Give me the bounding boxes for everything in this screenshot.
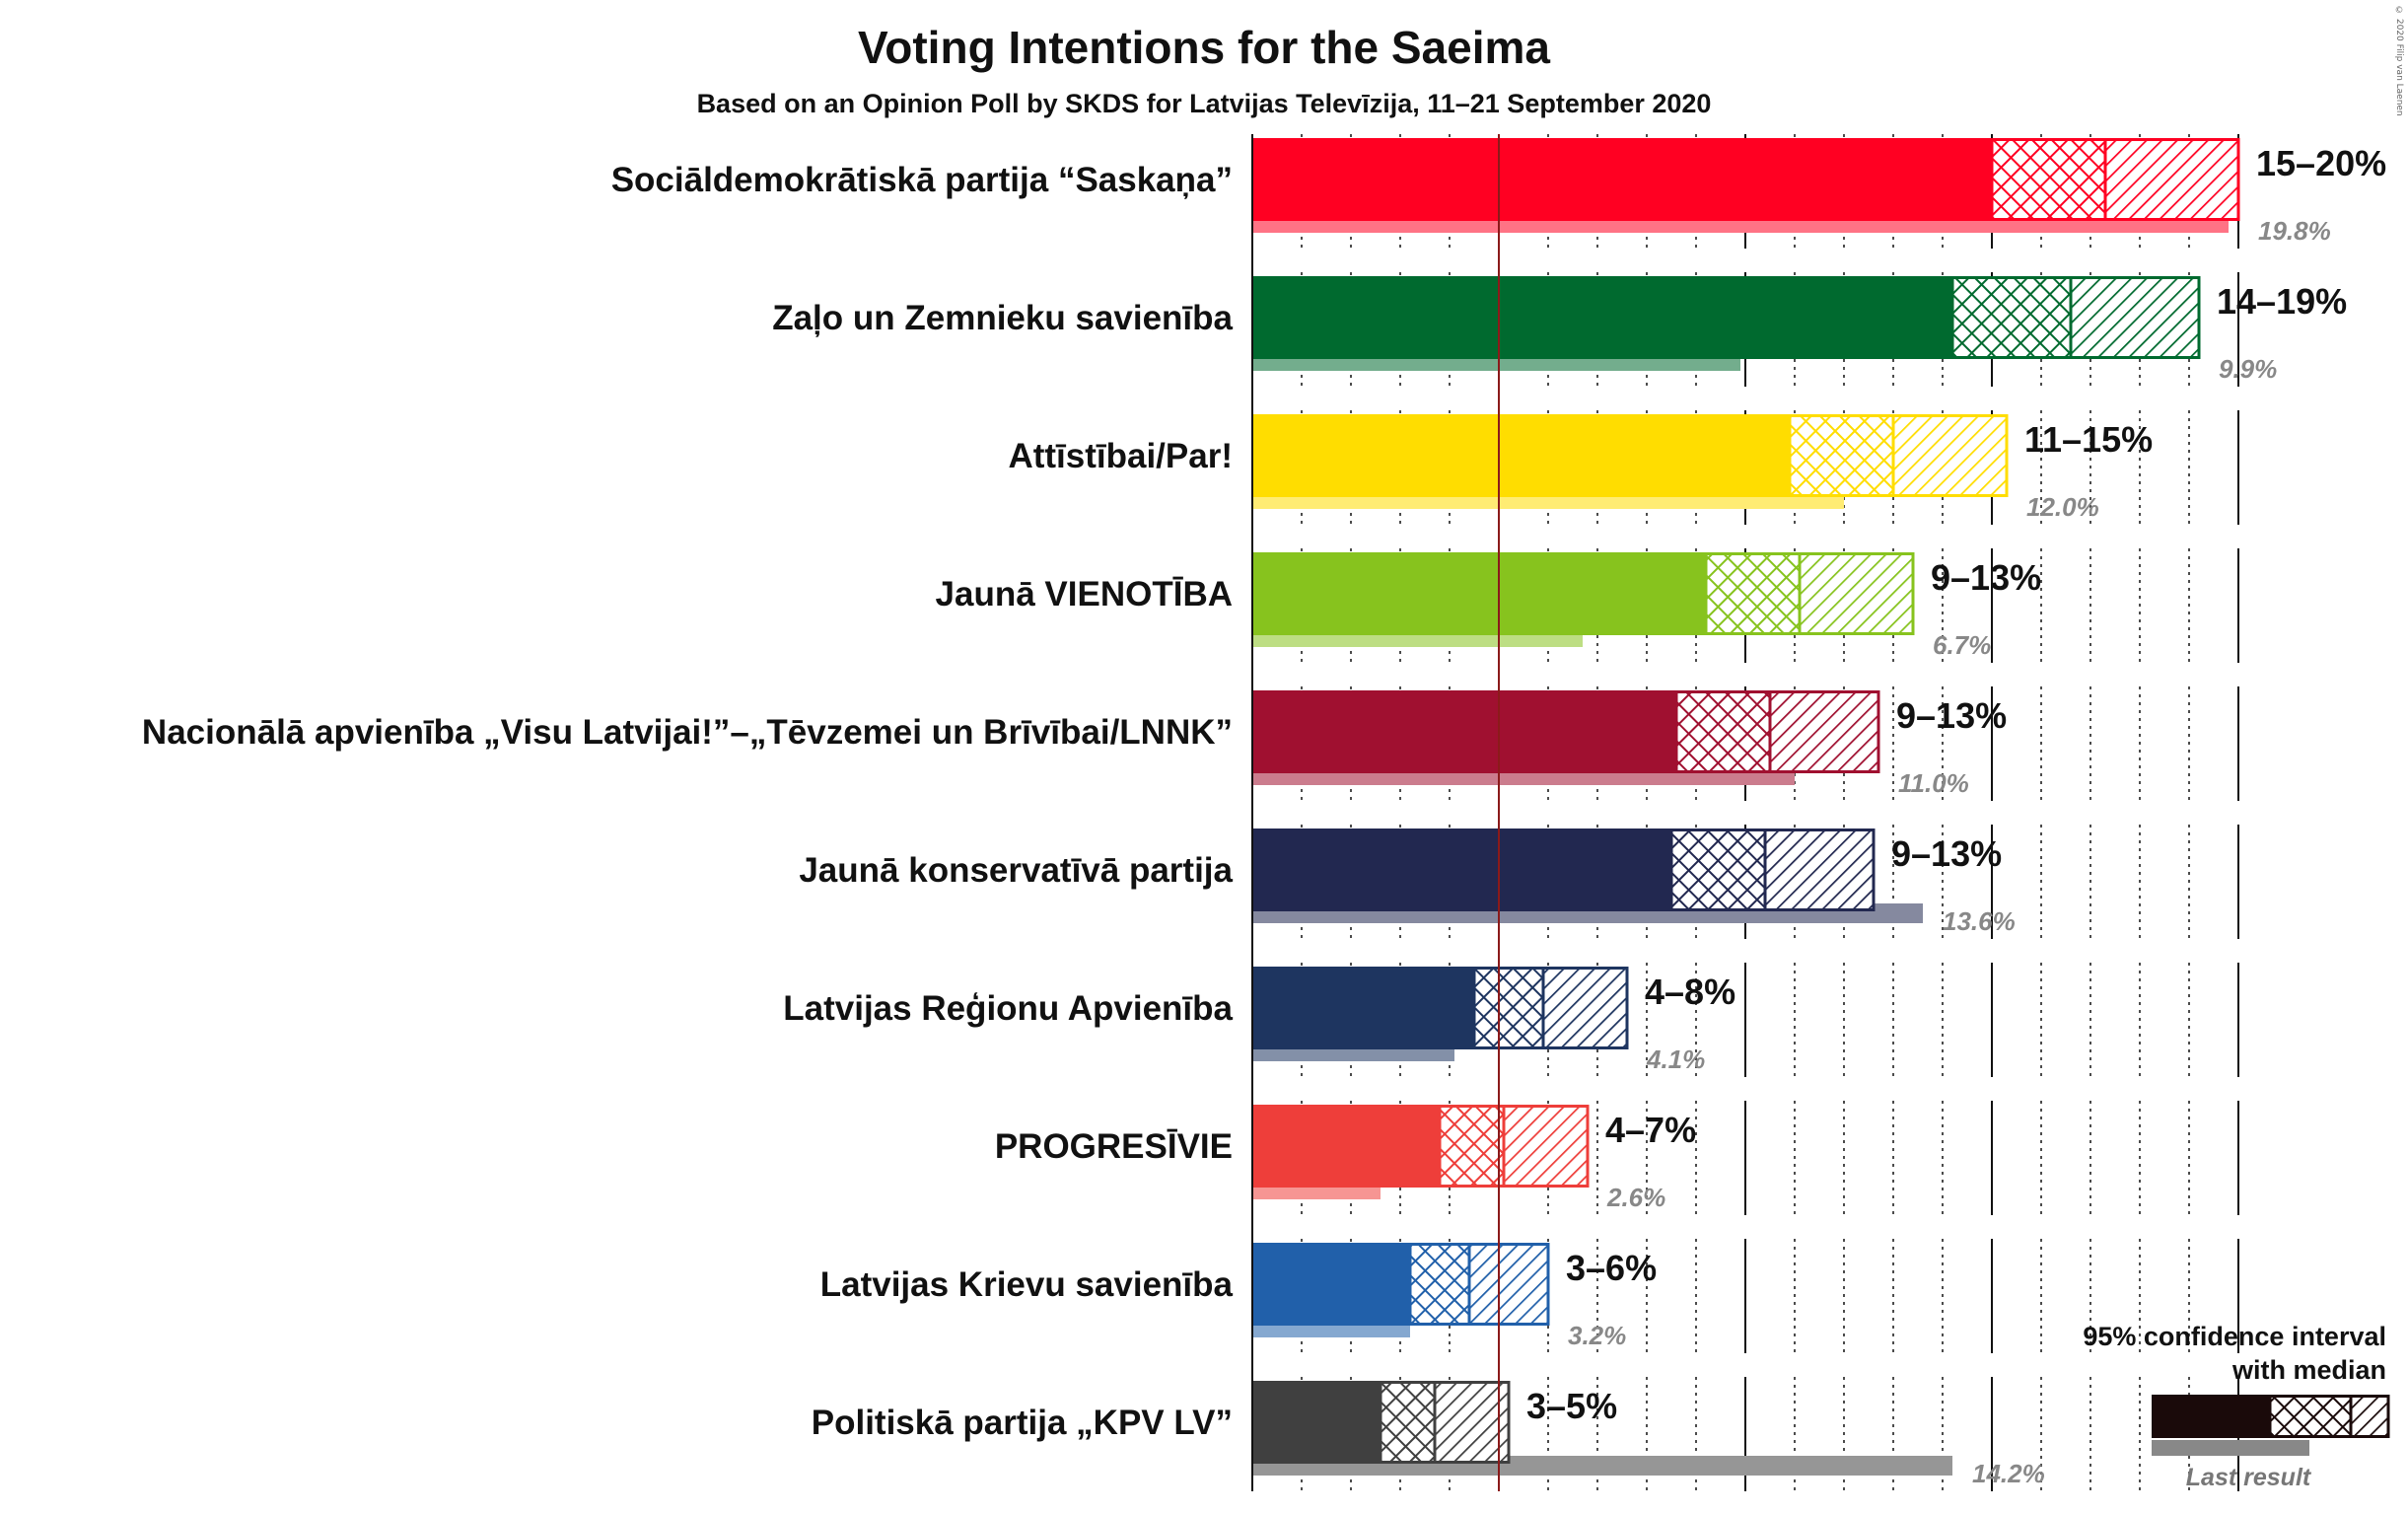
ci-outline	[1674, 690, 1880, 773]
ci-outline	[1788, 414, 2009, 497]
bar-ci-upper	[1765, 829, 1874, 911]
bar-solid	[1252, 829, 1671, 911]
range-label: 3–5%	[1526, 1386, 1617, 1426]
bar-ci-upper	[1770, 690, 1878, 773]
range-label: 9–13%	[1896, 695, 2007, 736]
bar-ci-lower	[1992, 138, 2105, 221]
legend-ci-lower	[2270, 1395, 2351, 1438]
party-label: Nacionālā apvienība „Visu Latvijai!”–„Tē…	[142, 713, 1233, 752]
party-label: Zaļo un Zemnieku savienība	[772, 299, 1233, 337]
chart-subtitle: Based on an Opinion Poll by SKDS for Lat…	[697, 89, 1712, 118]
bars-group: Sociāldemokrātiskā partija “Saskaņa” 15–2…	[142, 134, 2386, 1491]
range-label: 14–19%	[2217, 281, 2347, 322]
ci-outline	[1472, 967, 1629, 1049]
bar-solid	[1252, 414, 1790, 497]
ci-outline	[1438, 1105, 1590, 1188]
copyright-note: © 2020 Filip van Laenen	[2394, 6, 2404, 116]
bar-ci-lower	[1676, 690, 1770, 773]
ci-outline	[1950, 276, 2201, 359]
legend-solid	[2152, 1395, 2270, 1438]
bar-ci-upper	[1504, 1105, 1588, 1188]
bar-ci-upper	[1893, 414, 2007, 497]
ci-outline	[1669, 829, 1876, 911]
chart-title: Voting Intentions for the Saeima	[858, 22, 1550, 73]
bar-solid	[1252, 552, 1706, 635]
bar-solid	[1252, 1105, 1440, 1188]
bar-ci-lower	[1790, 414, 1893, 497]
legend-last-result-bar	[2152, 1440, 2309, 1456]
last-result-label: 4.1%	[1646, 1045, 1705, 1074]
bar-solid	[1252, 276, 1952, 359]
last-result-label: 14.2%	[1972, 1459, 2045, 1488]
bar-solid	[1252, 690, 1676, 773]
bar-ci-lower	[1440, 1105, 1504, 1188]
bar-ci-upper	[1543, 967, 1627, 1049]
legend: 95% confidence interval with median Last…	[2083, 1322, 2390, 1491]
party-label: Jaunā konservatīvā partija	[799, 851, 1233, 890]
ci-outline	[1704, 552, 1915, 635]
bar-solid	[1252, 1381, 1381, 1464]
bar-ci-lower	[1474, 967, 1543, 1049]
bar-ci-lower	[1952, 276, 2071, 359]
last-result-label: 19.8%	[2258, 216, 2331, 246]
ci-outline	[1379, 1381, 1511, 1464]
party-label: Sociāldemokrātiskā partija “Saskaņa”	[611, 161, 1233, 199]
bar-ci-lower	[1706, 552, 1800, 635]
last-result-label: 11.0%	[1898, 768, 1969, 798]
party-label: Jaunā VIENOTĪBA	[936, 575, 1233, 613]
legend-ci-upper	[2351, 1395, 2388, 1438]
range-label: 3–6%	[1566, 1248, 1657, 1288]
legend-ci-outline	[2268, 1395, 2390, 1438]
bar-ci-upper	[2071, 276, 2199, 359]
party-label: PROGRESĪVIE	[995, 1127, 1233, 1166]
bar-solid	[1252, 1243, 1410, 1326]
range-label: 15–20%	[2256, 143, 2386, 183]
bar-ci-lower	[1410, 1243, 1469, 1326]
party-label: Latvijas Reģionu Apvienība	[783, 989, 1233, 1028]
bar-ci-upper	[1800, 552, 1913, 635]
last-result-label: 12.0%	[2026, 492, 2099, 522]
last-result-label: 3.2%	[1568, 1321, 1626, 1350]
range-label: 4–7%	[1605, 1110, 1696, 1150]
party-label: Latvijas Krievu savienība	[820, 1265, 1234, 1304]
party-label: Politiskā partija „KPV LV”	[812, 1404, 1233, 1442]
range-label: 11–15%	[2024, 419, 2153, 460]
legend-title-line2: with median	[2231, 1355, 2386, 1385]
bar-ci-lower	[1381, 1381, 1435, 1464]
range-label: 9–13%	[1891, 833, 2002, 874]
range-label: 4–8%	[1645, 972, 1735, 1012]
last-result-label: 13.6%	[1943, 906, 2016, 936]
ci-outline	[1408, 1243, 1550, 1326]
legend-title-line1: 95% confidence interval	[2083, 1322, 2386, 1351]
bar-ci-lower	[1671, 829, 1765, 911]
legend-last-result-label: Last result	[2186, 1464, 2312, 1491]
bar-solid	[1252, 967, 1474, 1049]
bar-ci-upper	[1435, 1381, 1509, 1464]
last-result-label: 2.6%	[1606, 1183, 1665, 1212]
bar-ci-upper	[2105, 138, 2238, 221]
last-result-label: 6.7%	[1933, 630, 1991, 660]
bar-solid	[1252, 138, 1992, 221]
ci-outline	[1990, 138, 2240, 221]
party-label: Attīstībai/Par!	[1008, 437, 1233, 475]
range-label: 9–13%	[1931, 557, 2041, 598]
last-result-label: 9.9%	[2219, 354, 2277, 384]
bar-ci-upper	[1469, 1243, 1548, 1326]
